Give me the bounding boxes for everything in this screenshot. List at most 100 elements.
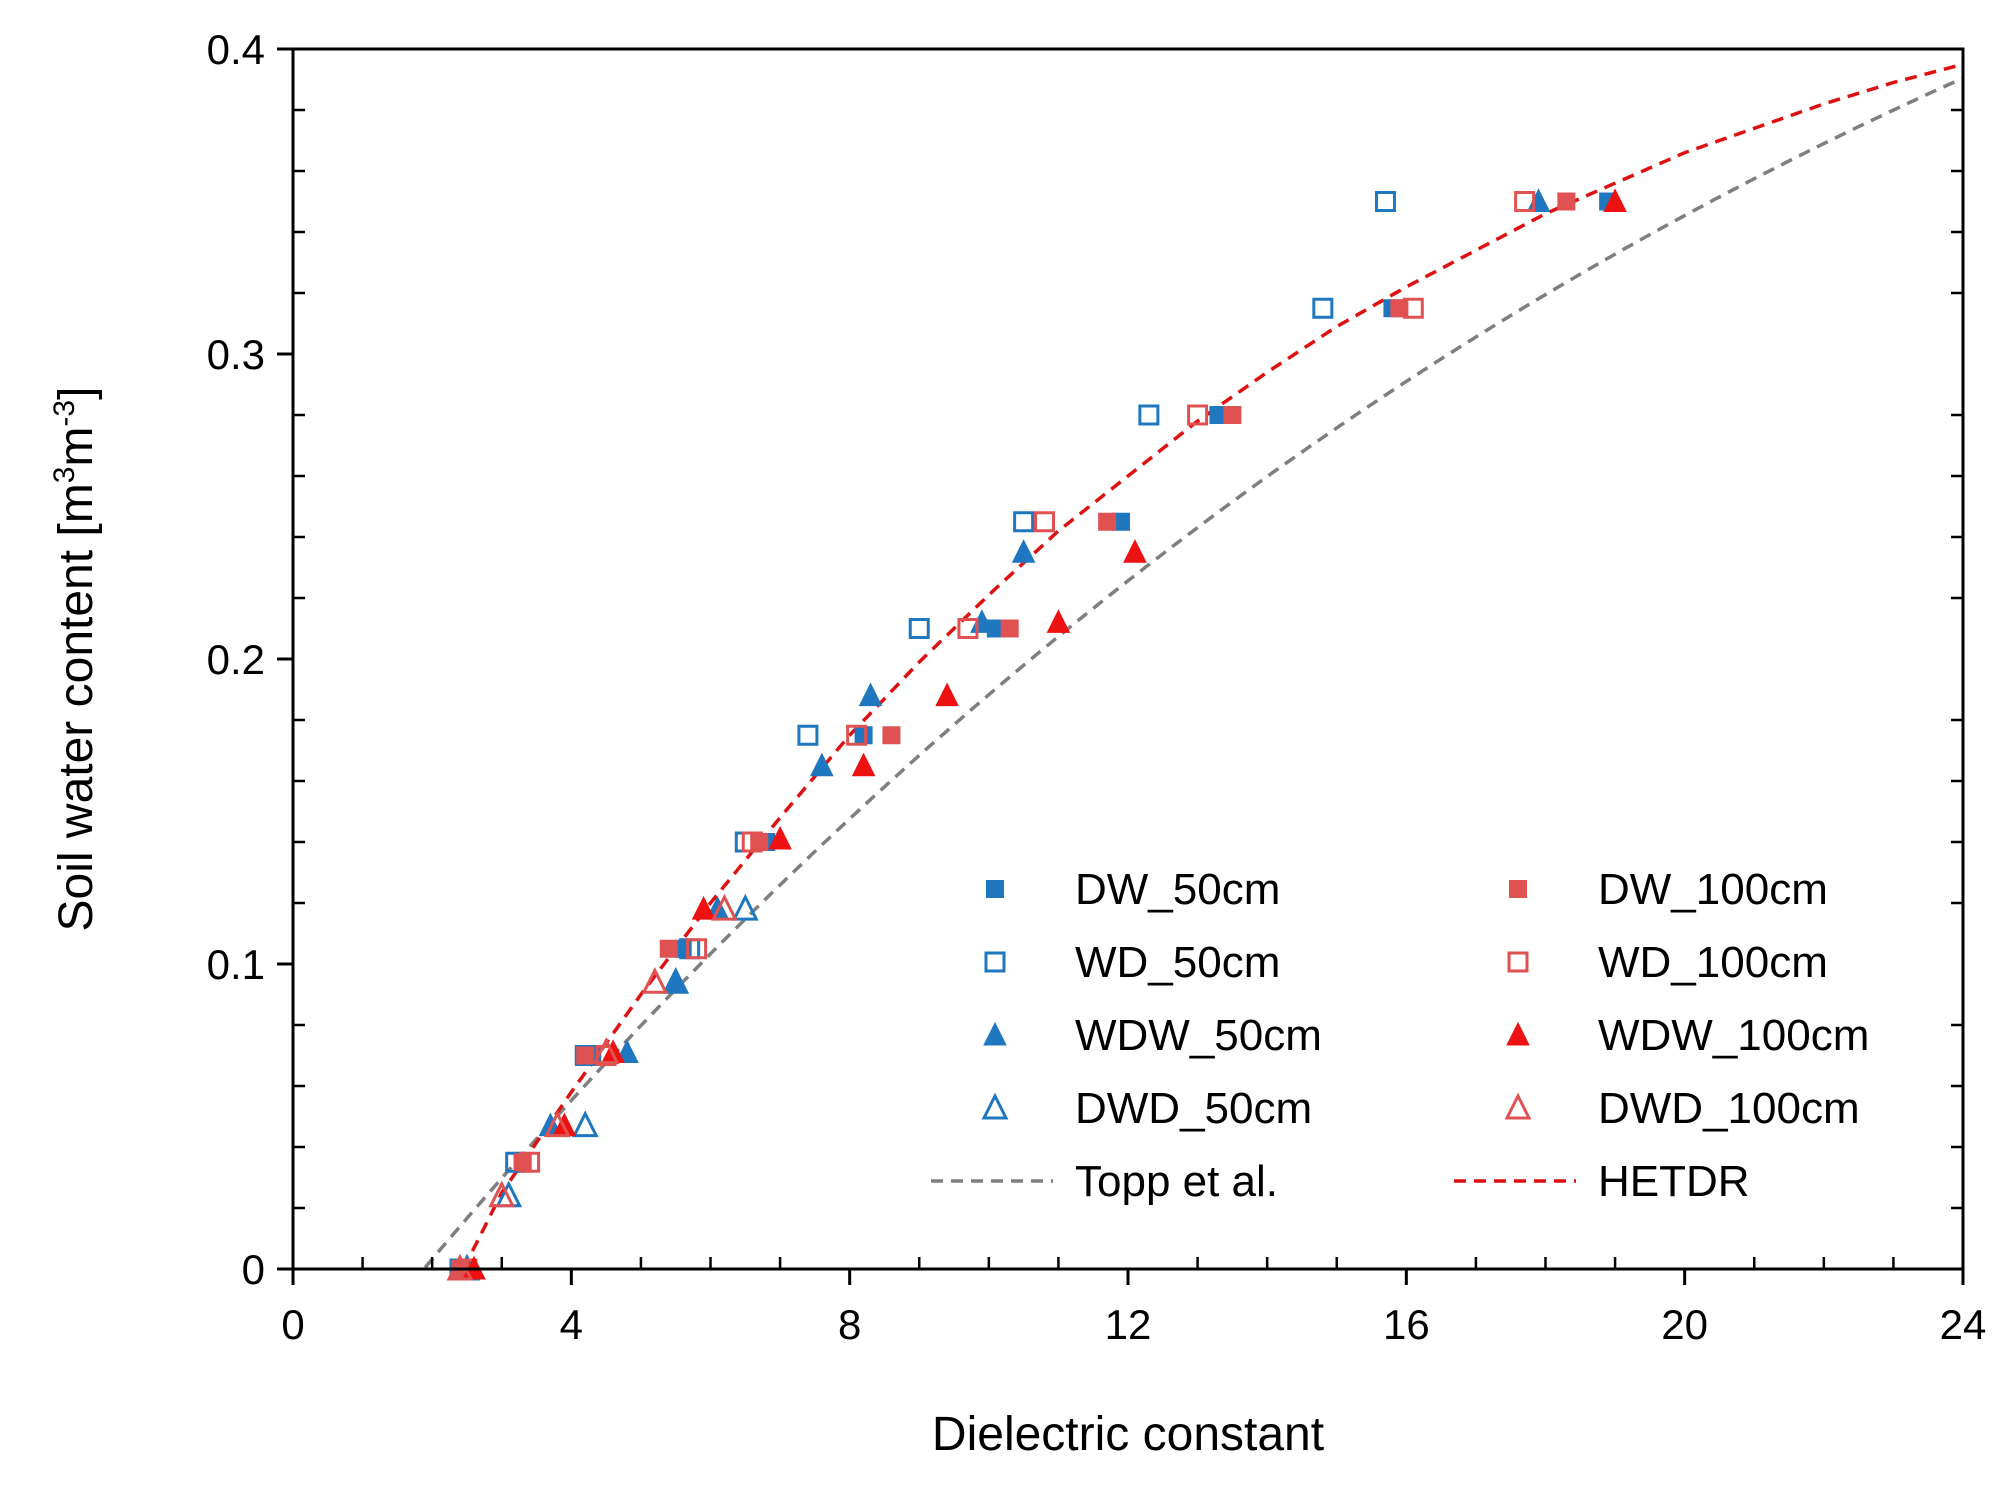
- point-dw-100cm: [750, 833, 769, 851]
- legend-item-dw-50cm: DW_50cm: [986, 865, 1280, 914]
- legend-marker-wdw-50cm: [983, 1021, 1007, 1046]
- point-wd-50cm: [1312, 297, 1334, 319]
- point-dwd-100cm: [710, 893, 738, 921]
- point-dw-100cm: [513, 1153, 532, 1172]
- point-dwd-50cm: [662, 966, 690, 994]
- x-tick-label: 20: [1661, 1301, 1708, 1348]
- point-wdw-100cm: [768, 825, 792, 850]
- point-dwd-50cm: [731, 893, 759, 921]
- legend-item-wdw-100cm: WDW_100cm: [1506, 1011, 1869, 1060]
- legend-label-wd-100cm: WD_100cm: [1598, 938, 1828, 987]
- legend-label-dw-100cm: DW_100cm: [1598, 865, 1828, 914]
- legend-item-dwd-100cm: DWD_100cm: [1504, 1084, 1860, 1133]
- point-wdw-100cm: [851, 752, 876, 777]
- point-wdw-50cm: [858, 682, 883, 707]
- point-wdw-50cm: [1011, 539, 1036, 563]
- legend-marker-wd-50cm: [984, 951, 1006, 973]
- x-tick-label: 0: [281, 1301, 304, 1348]
- y-axis-title-mid: m: [50, 427, 103, 467]
- legend-item-wd-50cm: WD_50cm: [984, 938, 1280, 987]
- point-dwd-100cm: [543, 1110, 571, 1138]
- legend-label-wd-50cm: WD_50cm: [1075, 938, 1280, 987]
- legend-marker-wd-100cm: [1507, 951, 1529, 973]
- point-dwd-100cm: [488, 1180, 516, 1208]
- legend-item-topp-et-al-: Topp et al.: [931, 1157, 1278, 1206]
- legend-item-wd-100cm: WD_100cm: [1507, 938, 1828, 987]
- y-tick-label: 0.2: [207, 636, 265, 683]
- y-axis-title-sup1: 3: [48, 467, 81, 484]
- legend-marker-wdw-100cm: [1506, 1021, 1530, 1046]
- point-wd-50cm: [797, 724, 819, 746]
- x-tick-label: 12: [1105, 1301, 1152, 1348]
- point-wd-100cm: [957, 618, 979, 639]
- point-dwd-100cm: [641, 966, 669, 994]
- point-wdw-100cm: [935, 682, 959, 707]
- point-wd-100cm: [741, 831, 763, 853]
- point-wd-100cm: [1514, 191, 1536, 212]
- axis-ticks: [277, 47, 1965, 1285]
- legend-item-wdw-50cm: WDW_50cm: [983, 1011, 1322, 1060]
- x-tick-label: 8: [838, 1301, 861, 1348]
- legend-marker-dwd-50cm: [981, 1092, 1009, 1120]
- point-wdw-100cm: [691, 895, 716, 920]
- point-wdw-50cm: [810, 752, 834, 777]
- data-points: [446, 188, 1627, 1281]
- point-wd-100cm: [1034, 511, 1055, 533]
- y-tick-label: 0.4: [207, 26, 265, 73]
- point-dwd-100cm: [592, 1037, 620, 1064]
- point-wd-50cm: [1013, 511, 1035, 533]
- y-axis-title: Soil water content [m3m-3]: [48, 387, 103, 932]
- legend-label-wdw-100cm: WDW_100cm: [1598, 1011, 1869, 1060]
- legend-label-hetdr: HETDR: [1598, 1157, 1750, 1206]
- legend-label-dwd-50cm: DWD_50cm: [1075, 1084, 1312, 1133]
- y-tick-label: 0: [242, 1246, 265, 1293]
- point-dw-100cm: [576, 1046, 595, 1065]
- point-wd-100cm: [686, 938, 708, 960]
- x-tick-label: 4: [560, 1301, 583, 1348]
- point-dw-100cm: [882, 726, 901, 745]
- x-tick-label: 16: [1383, 1301, 1430, 1348]
- series-wd-100cm: [456, 191, 1536, 1280]
- legend-marker-dw-100cm: [1509, 880, 1527, 898]
- point-dw-100cm: [1223, 406, 1242, 424]
- point-wd-50cm: [1374, 191, 1396, 212]
- y-axis-title-main: Soil water content [m: [50, 483, 103, 931]
- series-dw-50cm: [457, 192, 1618, 1278]
- point-dw-100cm: [1557, 192, 1576, 211]
- legend-marker-dwd-100cm: [1504, 1092, 1532, 1120]
- y-axis-title-end: ]: [50, 387, 103, 400]
- legend: DW_50cm WD_50cm WDW_50cm DWD_50cm Topp et al…: [931, 865, 1869, 1206]
- y-axis-title-sup2: -3: [48, 400, 81, 427]
- legend-label-topp-et-al-: Topp et al.: [1075, 1157, 1278, 1206]
- point-wd-50cm: [1138, 404, 1160, 426]
- point-dw-100cm: [1000, 619, 1019, 638]
- legend-label-dw-50cm: DW_50cm: [1075, 865, 1280, 914]
- point-dw-100cm: [1098, 512, 1117, 531]
- point-wdw-100cm: [1603, 188, 1627, 212]
- y-tick-labels: 0 0.1 0.2 0.3 0.4: [207, 26, 265, 1293]
- series-dwd-100cm: [446, 893, 738, 1281]
- legend-item-dwd-50cm: DWD_50cm: [981, 1084, 1312, 1133]
- series-dw-100cm: [451, 192, 1576, 1278]
- point-wd-100cm: [1187, 404, 1209, 426]
- point-dw-50cm: [854, 726, 873, 745]
- point-dw-100cm: [659, 939, 678, 958]
- x-tick-label: 24: [1940, 1301, 1987, 1348]
- legend-label-dwd-100cm: DWD_100cm: [1598, 1084, 1860, 1133]
- legend-label-wdw-50cm: WDW_50cm: [1075, 1011, 1322, 1060]
- legend-item-dw-100cm: DW_100cm: [1509, 865, 1828, 914]
- y-tick-label: 0.3: [207, 331, 265, 378]
- point-dwd-50cm: [571, 1110, 599, 1138]
- legend-marker-dw-50cm: [986, 880, 1004, 898]
- legend-item-hetdr: HETDR: [1454, 1157, 1750, 1206]
- point-wd-100cm: [846, 724, 868, 746]
- x-tick-labels: 0 4 8 12 16 20 24: [281, 1301, 1986, 1348]
- point-wd-100cm: [1402, 297, 1424, 319]
- point-wd-50cm: [908, 618, 930, 639]
- point-wdw-100cm: [1046, 609, 1071, 633]
- point-wd-100cm: [519, 1151, 541, 1173]
- point-wdw-100cm: [1123, 539, 1147, 563]
- y-tick-label: 0.1: [207, 941, 265, 988]
- x-axis-title: Dielectric constant: [932, 1408, 1324, 1461]
